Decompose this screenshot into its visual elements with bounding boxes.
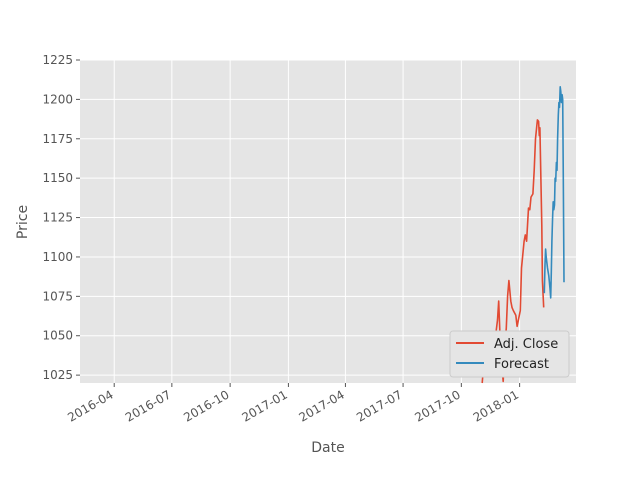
x-axis: 2016-04 2016-07 2016-10 2017-01 2017-04 2017-… — [65, 383, 521, 425]
x-tick-label: 2017-04 — [296, 387, 346, 424]
y-axis-title: Price — [15, 205, 31, 239]
y-tick-label: 1025 — [42, 368, 73, 382]
x-tick-label: 2017-07 — [354, 387, 404, 424]
x-tick-label: 2018-01 — [471, 387, 521, 424]
y-tick-label: 1125 — [42, 211, 73, 225]
y-tick-label: 1225 — [42, 53, 73, 67]
plot-background — [80, 60, 576, 383]
x-tick-label: 2017-10 — [412, 387, 462, 424]
y-axis: 1025 1050 1075 1100 1125 1150 1175 1200 1225 — [42, 53, 80, 382]
x-tick-label: 2016-04 — [65, 387, 115, 424]
y-tick-label: 1075 — [42, 289, 73, 303]
grid — [80, 59, 576, 383]
x-tick-label: 2016-10 — [181, 387, 231, 424]
y-tick-label: 1200 — [42, 92, 73, 106]
series-line-forecast — [543, 86, 565, 299]
y-tick-label: 1050 — [42, 329, 73, 343]
x-tick-label: 2017-01 — [239, 387, 289, 424]
y-tick-label: 1175 — [42, 132, 73, 146]
y-tick-label: 1100 — [42, 250, 73, 264]
legend-label-forecast: Forecast — [494, 357, 549, 372]
x-tick-label: 2016-07 — [123, 387, 173, 424]
x-axis-title: Date — [311, 440, 344, 456]
y-tick-label: 1150 — [42, 171, 73, 185]
legend-label-adj-close: Adj. Close — [494, 337, 558, 352]
legend: Adj. Close Forecast — [449, 330, 570, 378]
